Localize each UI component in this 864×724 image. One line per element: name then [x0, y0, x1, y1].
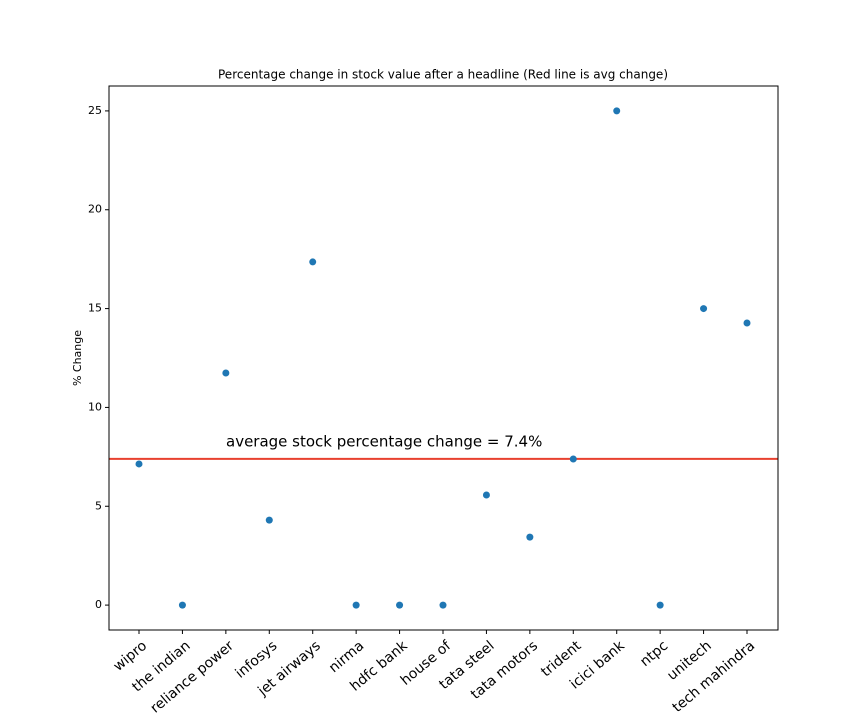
- chart-title: Percentage change in stock value after a…: [218, 68, 668, 82]
- point: [309, 258, 317, 266]
- point: [700, 305, 708, 313]
- y-tick-label: 0: [95, 598, 102, 611]
- point: [482, 491, 490, 499]
- point: [135, 460, 143, 468]
- point: [178, 601, 186, 609]
- point: [526, 533, 534, 541]
- point: [743, 319, 751, 327]
- point: [439, 601, 447, 609]
- point: [265, 516, 273, 524]
- y-tick-label: 5: [95, 499, 102, 512]
- y-tick-label: 20: [88, 203, 102, 216]
- plot-frame: [108, 85, 779, 631]
- point: [396, 601, 404, 609]
- point: [222, 369, 230, 377]
- point: [352, 601, 360, 609]
- y-tick-label: 10: [88, 400, 102, 413]
- point: [613, 107, 621, 115]
- y-axis-label: % Change: [71, 330, 84, 386]
- point: [569, 455, 577, 463]
- y-tick-label: 25: [88, 104, 102, 117]
- y-tick-label: 15: [88, 302, 102, 315]
- point: [656, 601, 664, 609]
- average-annotation: average stock percentage change = 7.4%: [226, 432, 542, 450]
